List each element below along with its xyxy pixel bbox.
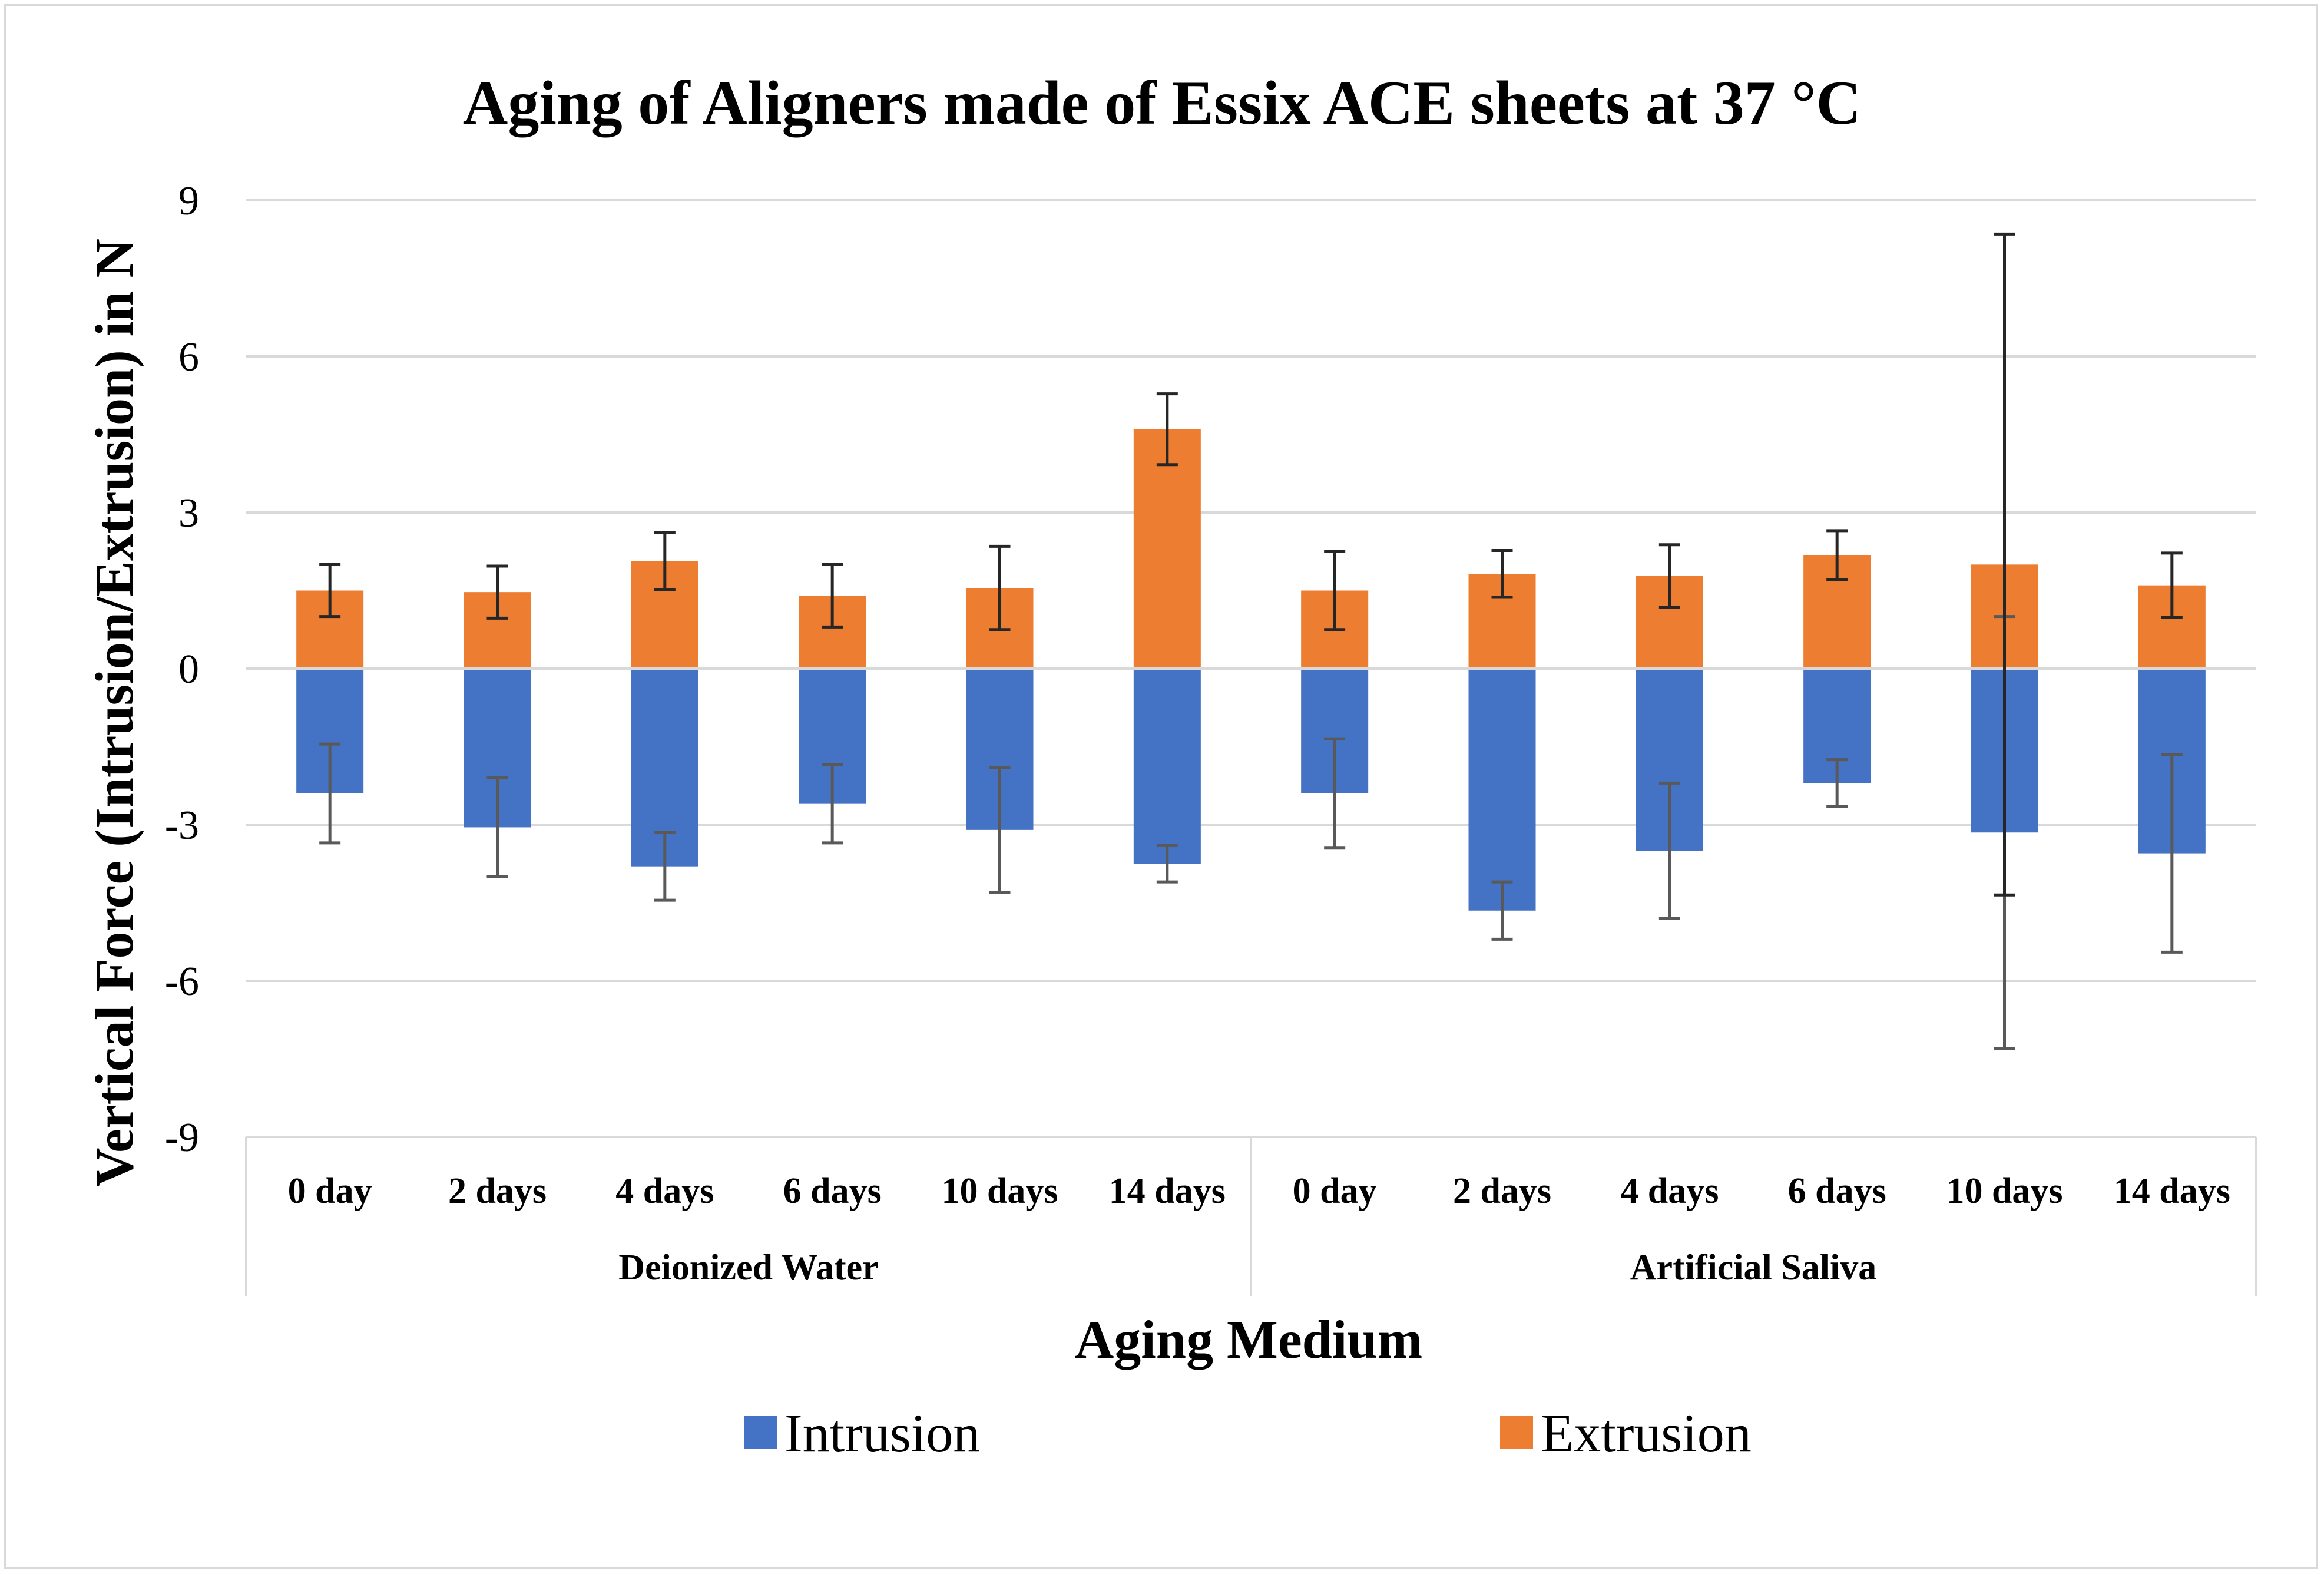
bar-intrusion (1133, 669, 1201, 864)
y-tick-labels: 9 6 3 0 -3 -6 -9 (165, 178, 199, 1160)
x-axis-table: 0 day 2 days 4 days 6 days 10 days 14 days 0 d… (245, 1136, 2257, 1296)
bars (296, 429, 2206, 911)
x-category-label: 10 days (1946, 1171, 2063, 1211)
x-category-label: 2 days (448, 1171, 547, 1211)
x-axis-title: Aging Medium (1075, 1310, 1422, 1370)
error-bar-extrusion (319, 563, 341, 619)
legend-label-intrusion: Intrusion (784, 1403, 980, 1463)
error-bar-extrusion (1994, 232, 2015, 897)
x-category-label: 14 days (2114, 1171, 2230, 1211)
error-bar-intrusion (1156, 844, 1178, 884)
error-bar-intrusion (319, 742, 341, 845)
chart-title: Aging of Aligners made of Essix ACE shee… (463, 68, 1861, 137)
error-bar-intrusion (1491, 880, 1513, 941)
x-category-label: 10 days (941, 1171, 1058, 1211)
error-bar-extrusion (1658, 543, 1680, 609)
error-bar-extrusion (822, 563, 843, 629)
y-tick-label: 6 (178, 335, 199, 380)
y-tick-label: 9 (178, 178, 199, 224)
y-tick-label: -9 (165, 1115, 199, 1160)
x-group-label: Deionized Water (618, 1248, 878, 1288)
error-bar-intrusion (1826, 758, 1848, 808)
error-bar-intrusion (822, 763, 843, 845)
x-category-label: 6 days (1788, 1171, 1886, 1211)
error-bar-extrusion (486, 564, 508, 620)
legend-swatch-extrusion (1500, 1416, 1533, 1449)
x-category-label: 4 days (1620, 1171, 1719, 1211)
legend: Intrusion Extrusion (744, 1403, 1752, 1463)
x-category-label: 4 days (615, 1171, 714, 1211)
error-bar-intrusion (989, 766, 1011, 894)
y-tick-label: 0 (178, 647, 199, 692)
bar-intrusion (1468, 669, 1536, 911)
x-group-label: Artificial Saliva (1630, 1248, 1876, 1288)
error-bar-extrusion (989, 544, 1011, 631)
x-category-label: 0 day (288, 1171, 372, 1211)
y-tick-label: -3 (165, 803, 199, 848)
bar-extrusion (1133, 429, 1201, 669)
error-bar-intrusion (1324, 737, 1346, 850)
x-category-label: 14 days (1109, 1171, 1226, 1211)
y-tick-label: 3 (178, 491, 199, 536)
error-bar-extrusion (1156, 392, 1178, 467)
legend-label-extrusion: Extrusion (1541, 1403, 1752, 1463)
y-axis-title: Vertical Force (Intrusion/Extrusion) in … (84, 239, 144, 1187)
error-bar-extrusion (654, 531, 676, 591)
x-category-label: 2 days (1453, 1171, 1551, 1211)
error-bar-intrusion (1658, 781, 1680, 920)
y-tick-label: -6 (165, 959, 199, 1004)
error-bar-extrusion (1324, 550, 1346, 631)
error-bar-extrusion (1491, 548, 1513, 599)
x-category-label: 6 days (783, 1171, 882, 1211)
error-bar-intrusion (486, 776, 508, 878)
legend-swatch-intrusion (744, 1416, 777, 1449)
error-bar-extrusion (1826, 529, 1848, 581)
error-bar-intrusion (2161, 753, 2183, 954)
error-bar-intrusion (654, 831, 676, 902)
error-bars (319, 232, 2183, 1050)
error-bar-extrusion (2161, 551, 2183, 619)
x-category-label: 0 day (1293, 1171, 1377, 1211)
